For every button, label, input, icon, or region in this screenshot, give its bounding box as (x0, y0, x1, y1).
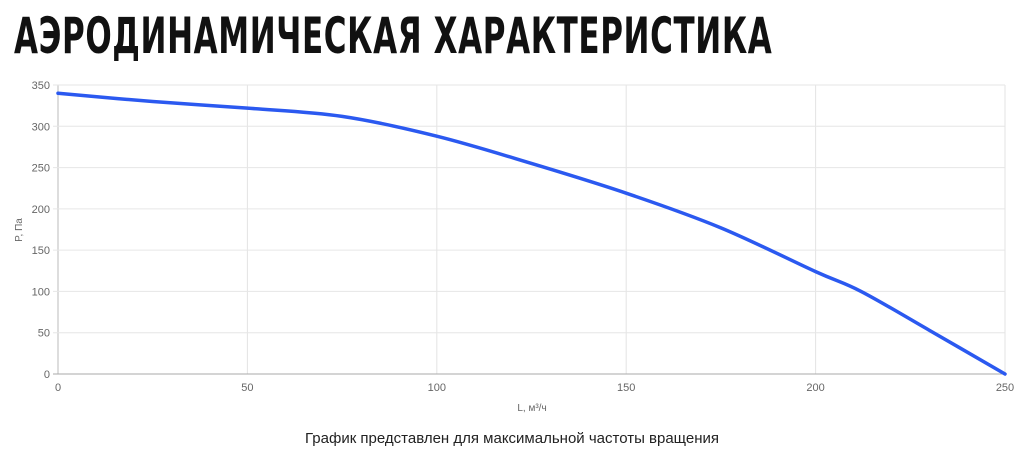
page-title: АЭРОДИНАМИЧЕСКАЯ ХАРАКТЕРИСТИКА (14, 7, 773, 65)
x-tick-label: 200 (806, 382, 824, 394)
pressure-curve (56, 91, 1007, 376)
y-tick-label: 300 (32, 121, 50, 133)
y-tick-label: 0 (44, 369, 50, 381)
x-tick-label: 150 (617, 382, 635, 394)
y-tick-label: 200 (32, 204, 50, 216)
y-tick-label: 250 (32, 163, 50, 175)
aerodynamic-chart: 0 50 100 150 200 250 0 50 100 150 200 250 300 350 L, … (14, 80, 1014, 414)
x-tick-label: 50 (241, 382, 253, 394)
y-tick-label: 350 (32, 80, 50, 92)
x-tick-label: 0 (55, 382, 61, 394)
x-tick-label: 100 (428, 382, 446, 394)
y-tick-label: 150 (32, 245, 50, 257)
chart-caption: График представлен для максимальной част… (305, 430, 719, 447)
y-tick-label: 50 (38, 328, 50, 340)
y-axis-label: P, Па (14, 218, 25, 242)
x-axis-label: L, м³/ч (517, 403, 546, 414)
x-tick-label: 250 (996, 382, 1014, 394)
y-tick-label: 100 (32, 286, 50, 298)
